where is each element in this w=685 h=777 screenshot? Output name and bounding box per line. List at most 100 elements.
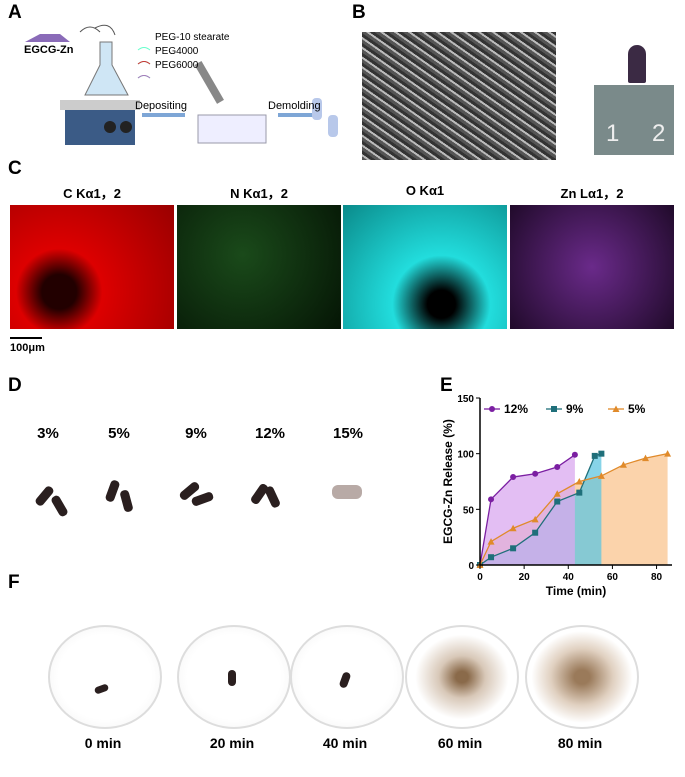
concentration-label: 3%	[37, 425, 59, 442]
flask	[84, 41, 129, 96]
legend-marker	[551, 406, 557, 412]
concentration-label: 9%	[185, 425, 207, 442]
knob	[104, 121, 116, 133]
arrow	[79, 24, 116, 36]
dropper	[194, 60, 224, 104]
map-title: C Kα1，2	[63, 186, 121, 201]
data-point	[532, 470, 539, 477]
legend-text: PEG4000	[155, 46, 199, 57]
petri-dish	[48, 625, 162, 729]
y-tick-label: 100	[457, 450, 474, 461]
data-point	[509, 524, 517, 532]
time-label: 60 min	[437, 735, 483, 751]
eds-map	[343, 205, 507, 329]
y-axis-label: EGCG-Zn Release (%)	[441, 419, 455, 544]
scale-label: 100μm	[10, 342, 45, 354]
data-point	[619, 461, 627, 468]
legend-marker	[489, 406, 495, 412]
panel-label: C	[8, 158, 22, 179]
panel-label: D	[8, 375, 22, 396]
pellet	[312, 98, 322, 120]
pellet-photo	[628, 45, 646, 83]
x-axis-label: Time (min)	[546, 584, 606, 598]
eds-map	[510, 205, 674, 329]
y-tick-label: 50	[463, 505, 475, 516]
data-point	[487, 538, 495, 545]
data-point	[510, 474, 517, 481]
step-text: Depositing	[135, 100, 187, 112]
time-label: 40 min	[322, 735, 368, 751]
legend-icon	[137, 75, 151, 79]
pellet	[104, 479, 121, 503]
data-point	[571, 451, 578, 458]
schematic	[25, 24, 338, 145]
x-tick-label: 80	[651, 572, 663, 583]
legend-text: PEG-10 stearate	[155, 32, 230, 43]
pellet	[119, 489, 134, 513]
data-point	[591, 452, 598, 459]
area-fill	[480, 454, 575, 565]
y-tick-label: 0	[468, 561, 474, 572]
series-line	[479, 454, 576, 566]
concentration-label: 12%	[254, 425, 286, 442]
pellet	[263, 485, 282, 509]
concentration-label: 5%	[108, 425, 130, 442]
data-point	[488, 496, 495, 503]
legend-text: PEG6000	[155, 60, 199, 71]
map-title: N Kα1，2	[230, 186, 288, 201]
pellet	[332, 485, 362, 499]
panel-label: B	[352, 2, 366, 23]
ruler-photo	[594, 85, 674, 155]
legend-label: 12%	[504, 402, 528, 416]
pellet	[50, 494, 69, 518]
panel-label: E	[440, 375, 453, 396]
data-point	[488, 554, 495, 561]
ruler-label: 1	[606, 120, 620, 147]
knob	[120, 121, 132, 133]
data-point	[554, 498, 561, 505]
data-point	[531, 515, 539, 523]
x-tick-label: 0	[477, 572, 483, 583]
data-point	[642, 454, 650, 462]
petri-dish	[405, 625, 519, 729]
sem-image	[362, 32, 556, 160]
x-tick-label: 60	[607, 572, 619, 583]
legend-label: 9%	[566, 402, 584, 416]
data-point	[597, 472, 605, 479]
data-point	[532, 529, 539, 536]
eds-map	[10, 205, 174, 329]
hotplate-top	[60, 100, 140, 110]
x-tick-label: 40	[563, 572, 575, 583]
map-title: Zn Lα1，2	[560, 186, 624, 201]
pellet	[328, 115, 338, 137]
eds-map	[177, 205, 341, 329]
time-label: 0 min	[84, 735, 122, 751]
powder	[25, 34, 70, 42]
legend-label: 5%	[628, 402, 646, 416]
compound-label: EGCG-Zn	[24, 44, 74, 56]
data-point	[664, 450, 672, 457]
ruler-label: 2	[652, 120, 666, 147]
panel-label: F	[8, 572, 20, 593]
panel-label: A	[8, 2, 22, 23]
mold	[197, 114, 267, 144]
step-text: Demolding	[268, 100, 321, 112]
legend-marker	[612, 405, 620, 412]
y-tick-label: 150	[457, 394, 474, 405]
data-point	[575, 478, 583, 485]
pellet	[33, 484, 56, 508]
series-line	[479, 453, 602, 566]
pellet	[190, 491, 215, 507]
pellet	[228, 670, 236, 686]
data-point	[576, 489, 583, 496]
legend-icon	[137, 61, 151, 65]
scale-bar	[10, 337, 42, 339]
petri-dish	[525, 625, 639, 729]
data-point	[510, 545, 517, 552]
time-label: 20 min	[209, 735, 255, 751]
data-point	[553, 490, 561, 497]
data-point	[598, 450, 605, 457]
concentration-label: 15%	[332, 425, 364, 442]
map-title: O Kα1	[405, 183, 445, 198]
